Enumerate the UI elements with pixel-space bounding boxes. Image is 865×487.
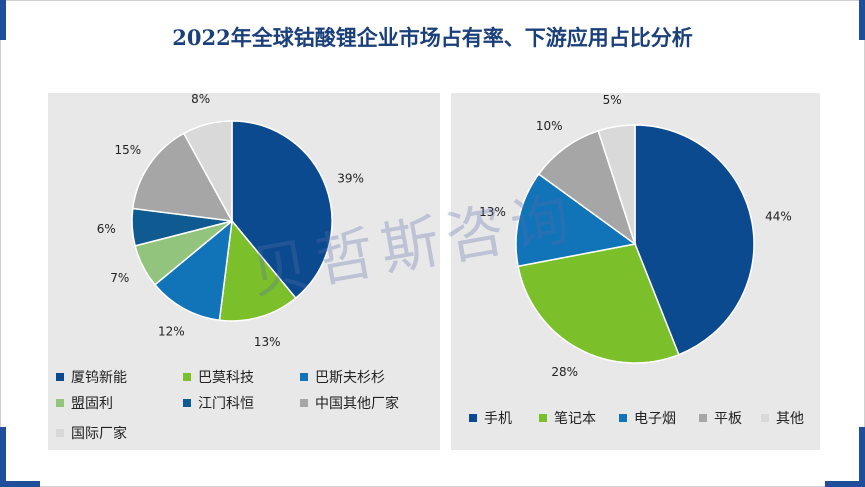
legend-item-厦钨新能: 厦钨新能 (56, 367, 127, 387)
data-label-巴莫科技: 13% (254, 335, 281, 349)
legend-swatch (761, 414, 769, 422)
corner-mark-bottom-right (859, 427, 865, 487)
legend-label: 巴莫科技 (198, 370, 254, 386)
legend-item-电子烟: 电子烟 (619, 408, 676, 428)
pie-slice-国际厂家 (182, 120, 233, 222)
data-label-中国其他厂家: 15% (114, 143, 141, 157)
legend-swatch (619, 414, 627, 422)
data-label-平板: 10% (536, 119, 563, 133)
application-share-chart-panel: 44% 28% 13% 10% 5% 手机 笔记本 电子烟 平板 其他 (451, 93, 820, 450)
legend-item-江门科恒: 江门科恒 (183, 393, 254, 413)
market-share-pie-chart: 39% 13% 12% 7% 6% 15% 8% (97, 93, 364, 349)
data-label-手机: 44% (765, 210, 792, 224)
legend-item-巴斯夫杉杉: 巴斯夫杉杉 (300, 367, 385, 387)
corner-mark-top-left (0, 0, 6, 40)
legend-item-国际厂家: 国际厂家 (56, 423, 127, 443)
data-label-江门科恒: 6% (97, 222, 116, 236)
legend-swatch (539, 414, 547, 422)
pie-slice-中国其他厂家 (131, 132, 234, 222)
pie-slice-厦钨新能 (231, 120, 333, 300)
legend-swatch (300, 373, 308, 381)
corner-mark-bottom-left-h (0, 481, 40, 487)
corner-mark-bottom-right-h (825, 481, 865, 487)
legend-item-盟固利: 盟固利 (56, 393, 113, 413)
legend-item-其他: 其他 (761, 408, 804, 428)
data-label-电子烟: 13% (479, 205, 506, 219)
legend-item-中国其他厂家: 中国其他厂家 (300, 393, 399, 413)
legend-label: 平板 (714, 411, 742, 427)
pie-slice-其他 (597, 124, 636, 245)
legend-label: 中国其他厂家 (315, 396, 399, 412)
legend-item-手机: 手机 (469, 408, 512, 428)
legend-swatch (183, 373, 191, 381)
pie-slice-手机 (634, 124, 755, 356)
corner-mark-bottom-left (0, 427, 6, 487)
market-share-chart-panel: 39% 13% 12% 7% 6% 15% 8% 厦钨新能 巴莫科技 巴斯夫杉杉盟固利 江门科恒 中… (48, 93, 440, 450)
legend-label: 厦钨新能 (71, 370, 127, 386)
legend-swatch (469, 414, 477, 422)
pie-slice-巴莫科技 (218, 219, 297, 322)
data-label-厦钨新能: 39% (337, 171, 364, 185)
legend-label: 其他 (776, 411, 804, 427)
legend-item-巴莫科技: 巴莫科技 (183, 367, 254, 387)
pie-slice-平板 (537, 129, 637, 246)
legend-label: 手机 (484, 411, 512, 427)
data-label-笔记本: 28% (551, 365, 578, 379)
data-label-国际厂家: 8% (191, 93, 210, 106)
legend-label: 江门科恒 (198, 396, 254, 412)
page-title: 2022年全球钴酸锂企业市场占有率、下游应用占比分析 (172, 25, 693, 50)
legend-label: 电子烟 (634, 411, 676, 427)
corner-mark-top-right (859, 0, 865, 40)
data-label-巴斯夫杉杉: 12% (158, 324, 185, 338)
legend-swatch (300, 399, 308, 407)
legend-label: 巴斯夫杉杉 (315, 370, 385, 386)
data-label-其他: 5% (603, 93, 622, 107)
pie-slice-笔记本 (517, 243, 680, 364)
legend-swatch (56, 373, 64, 381)
pie-slice-电子烟 (515, 173, 637, 268)
legend-label: 笔记本 (554, 411, 596, 427)
legend-swatch (183, 399, 191, 407)
legend-item-平板: 平板 (699, 408, 742, 428)
legend-label: 国际厂家 (71, 426, 127, 442)
application-share-pie-chart: 44% 28% 13% 10% 5% (479, 93, 792, 379)
data-label-盟固利: 7% (110, 271, 129, 285)
legend-swatch (56, 429, 64, 437)
legend-label: 盟固利 (71, 396, 113, 412)
legend-item-笔记本: 笔记本 (539, 408, 596, 428)
pie-slice-巴斯夫杉杉 (153, 219, 233, 322)
legend-swatch (699, 414, 707, 422)
legend-swatch (56, 399, 64, 407)
